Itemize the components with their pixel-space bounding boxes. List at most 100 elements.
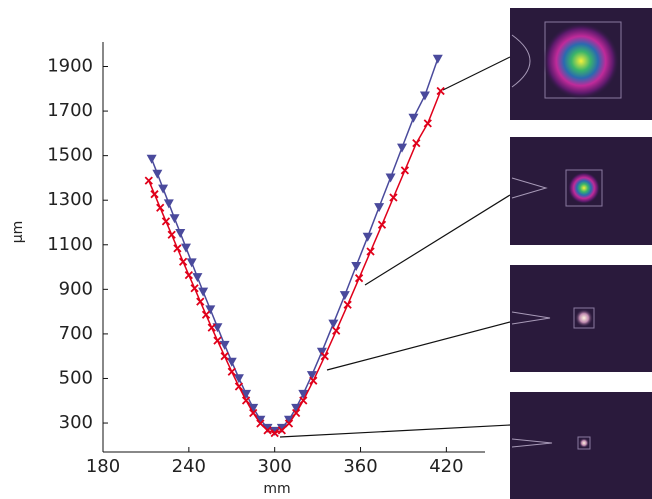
- marker: [207, 323, 216, 332]
- marker: [158, 184, 169, 194]
- marker: [198, 287, 209, 297]
- marker: [190, 284, 199, 293]
- x-tick-label: 300: [258, 456, 292, 477]
- callout-line: [364, 194, 511, 286]
- marker: [320, 352, 329, 361]
- roi-box: [577, 436, 591, 450]
- marker: [196, 297, 205, 306]
- marker: [163, 199, 174, 209]
- marker: [220, 352, 229, 361]
- marker: [292, 408, 301, 418]
- beam-panels: [510, 8, 652, 499]
- marker: [299, 396, 308, 405]
- marker: [173, 244, 182, 253]
- marker: [332, 326, 341, 335]
- y-tick-label: 500: [59, 367, 93, 388]
- marker: [175, 228, 186, 238]
- marker: [227, 367, 236, 376]
- marker: [283, 415, 294, 425]
- roi-box: [573, 307, 595, 329]
- marker: [234, 382, 244, 391]
- marker: [291, 403, 302, 413]
- x-tick-label: 180: [86, 456, 120, 477]
- marker: [192, 273, 203, 283]
- callout-line: [279, 424, 511, 438]
- marker: [436, 86, 445, 96]
- marker: [419, 91, 430, 101]
- marker: [306, 371, 317, 381]
- marker: [201, 310, 211, 319]
- marker: [374, 203, 385, 213]
- marker: [397, 143, 408, 153]
- marker: [366, 247, 375, 256]
- marker: [432, 54, 443, 64]
- marker: [186, 258, 197, 268]
- y-tick-label: 1700: [47, 100, 93, 121]
- marker: [423, 119, 432, 128]
- marker: [184, 270, 193, 280]
- profile: [511, 177, 548, 199]
- marker: [180, 243, 191, 253]
- marker: [167, 230, 176, 239]
- marker: [248, 403, 259, 413]
- marker: [270, 428, 279, 438]
- beam-spot: [543, 23, 619, 99]
- marker: [255, 415, 266, 425]
- marker: [269, 426, 280, 436]
- x-axis-label: mm: [263, 481, 290, 497]
- marker: [343, 300, 352, 309]
- y-tick-label: 1500: [47, 145, 93, 166]
- y-axis-label: µm: [10, 221, 26, 244]
- marker: [276, 423, 287, 433]
- callouts: [279, 56, 511, 438]
- marker: [241, 396, 251, 405]
- marker: [263, 426, 272, 435]
- beam-spot: [575, 309, 593, 327]
- callout-line: [442, 56, 511, 91]
- marker: [284, 419, 294, 428]
- x-tick-label: 420: [429, 456, 463, 477]
- marker: [249, 408, 258, 418]
- profile: [511, 34, 531, 88]
- marker: [169, 214, 180, 224]
- marker: [412, 139, 421, 148]
- profile: [511, 438, 553, 448]
- marker: [233, 374, 244, 384]
- marker: [152, 169, 163, 179]
- marker: [178, 257, 188, 266]
- marker: [262, 423, 273, 433]
- marker: [219, 340, 230, 350]
- y-tick-label: 1300: [47, 189, 93, 210]
- marker: [339, 291, 350, 301]
- beam-spot: [568, 172, 600, 204]
- marker: [161, 217, 171, 226]
- y-tick-label: 300: [59, 412, 93, 433]
- marker: [150, 190, 159, 199]
- marker: [309, 376, 318, 385]
- marker: [377, 220, 387, 229]
- marker: [277, 426, 286, 435]
- profile: [511, 311, 551, 325]
- marker: [146, 154, 157, 164]
- beam-spot: [579, 438, 589, 448]
- y-tick-label: 700: [59, 323, 93, 344]
- callout-line: [326, 321, 511, 371]
- marker: [213, 336, 222, 345]
- marker: [400, 166, 410, 175]
- roi-box: [565, 169, 603, 207]
- y-tick-label: 1100: [47, 234, 93, 255]
- marker: [351, 261, 362, 271]
- marker: [354, 274, 364, 283]
- marker: [408, 113, 419, 123]
- marker: [385, 173, 396, 183]
- x-tick-label: 240: [172, 456, 206, 477]
- series-line: [150, 58, 439, 432]
- marker: [256, 419, 265, 428]
- marker: [298, 389, 309, 399]
- marker: [156, 203, 165, 212]
- marker: [205, 305, 216, 315]
- marker: [241, 389, 252, 399]
- y-tick-label: 1900: [47, 56, 93, 77]
